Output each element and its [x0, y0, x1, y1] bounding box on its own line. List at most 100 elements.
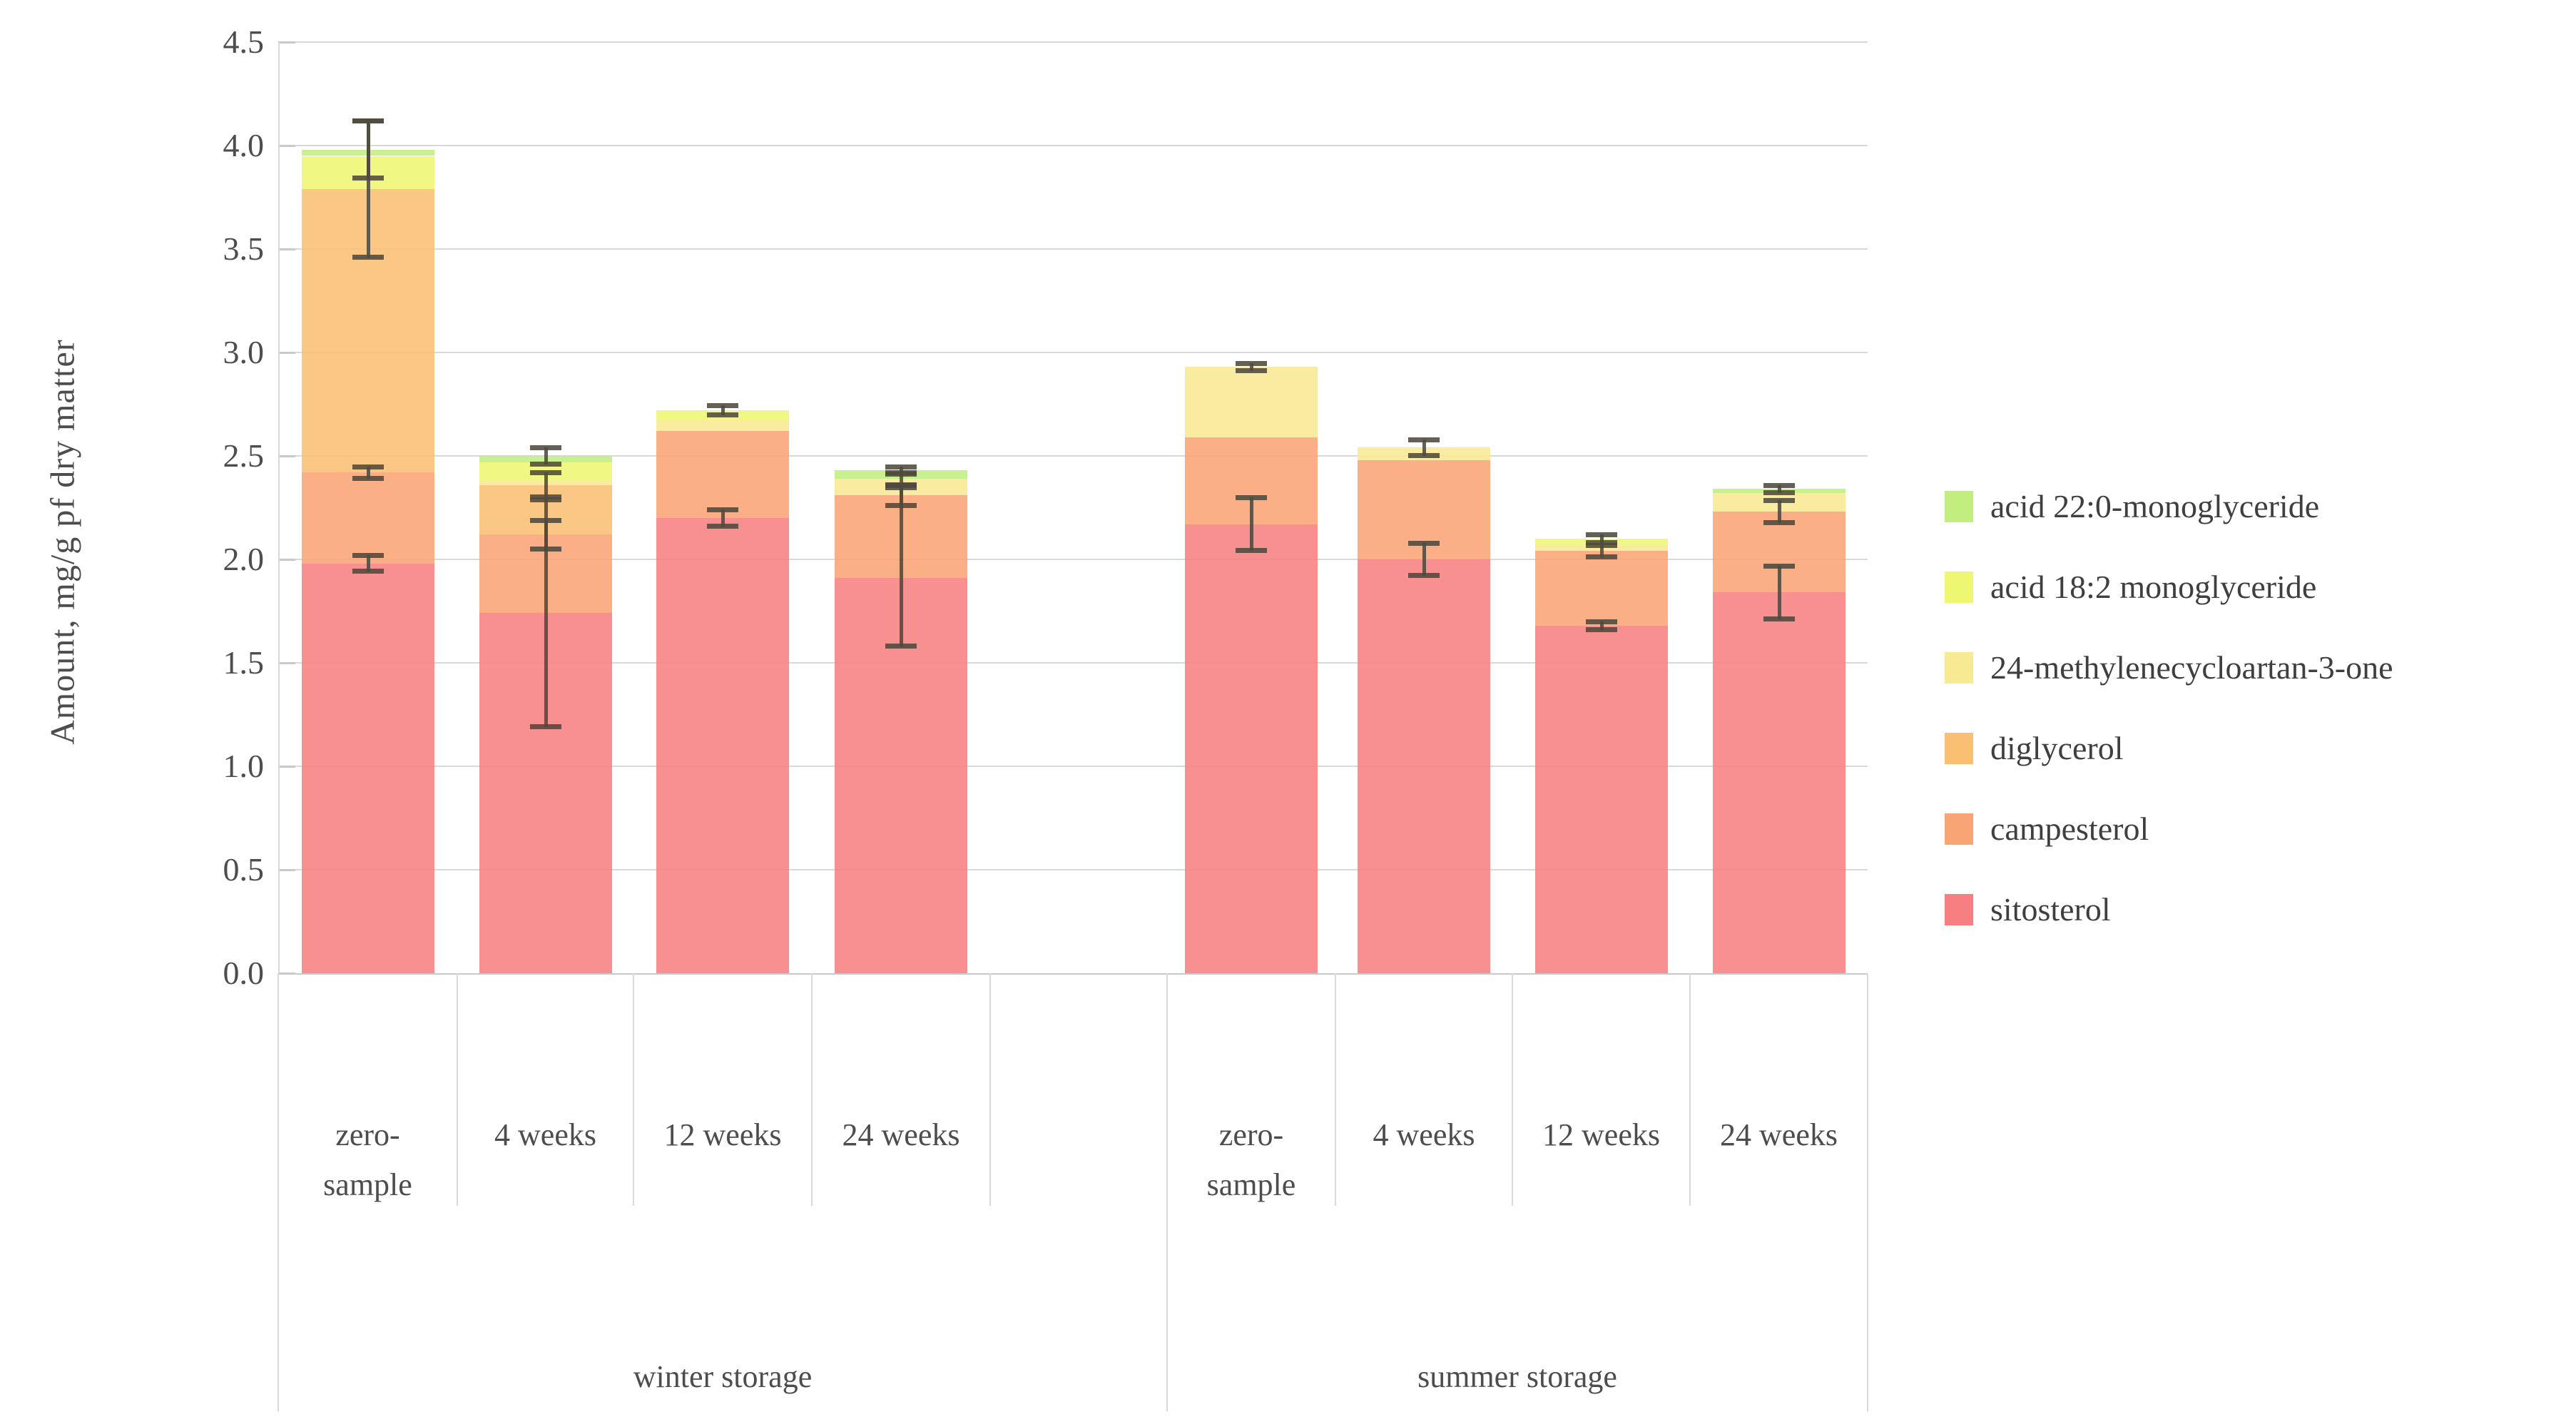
error-bar-cap — [707, 402, 738, 408]
gridline — [278, 145, 1868, 146]
y-tick-label: 2.0 — [223, 541, 265, 577]
error-bar-cap — [1585, 542, 1617, 548]
bar-segment-sitosterol — [301, 563, 434, 973]
legend-item: sitosterol — [1945, 888, 2576, 931]
legend-swatch-campesterol — [1945, 813, 1973, 845]
error-bar — [1777, 565, 1781, 620]
group-label: summer storage — [1417, 1359, 1617, 1394]
error-bar — [1422, 439, 1426, 456]
bar-segment-campesterol — [656, 431, 789, 518]
legend-label: diglycerol — [1990, 730, 2124, 766]
group-separator — [278, 973, 279, 1411]
y-axis-tick — [278, 869, 295, 871]
error-bar-cap — [1763, 490, 1795, 496]
legend-label: campesterol — [1990, 811, 2149, 847]
y-tick-label: 2.5 — [223, 437, 265, 474]
y-axis-tick — [278, 41, 295, 44]
category-separator — [1335, 973, 1336, 1206]
category-label: 12 weeks — [1542, 1117, 1660, 1152]
error-bar-cap — [1585, 554, 1617, 560]
error-bar — [366, 466, 370, 479]
error-bar-cap — [529, 723, 561, 729]
gridline — [278, 248, 1868, 250]
error-bar-cap — [529, 497, 561, 502]
error-bar — [900, 466, 903, 475]
error-bar-cap — [885, 643, 917, 649]
error-bar-cap — [1408, 453, 1440, 458]
error-bar — [366, 121, 370, 179]
error-bar — [900, 484, 903, 506]
error-bar — [544, 499, 548, 727]
y-tick-label: 3.0 — [223, 334, 265, 370]
category-label: 12 weeks — [663, 1117, 782, 1152]
category-separator — [1512, 973, 1513, 1206]
legend-label: acid 22:0-monoglyceride — [1990, 488, 2320, 524]
error-bar-cap — [885, 472, 917, 477]
error-bar-cap — [352, 176, 384, 181]
category-separator — [457, 973, 458, 1206]
gridline — [278, 559, 1868, 560]
error-bar — [900, 487, 903, 646]
error-bar — [1250, 362, 1253, 372]
error-bar-cap — [1408, 573, 1440, 579]
error-bar-cap — [1763, 520, 1795, 526]
error-bar-cap — [1585, 619, 1617, 624]
legend-swatch-acid-22-0-monoglyceride — [1945, 491, 1973, 522]
error-bar-cap — [885, 464, 917, 469]
error-bar-cap — [1763, 498, 1795, 504]
gridline — [278, 455, 1868, 457]
category-separator — [811, 973, 813, 1206]
legend-item: acid 22:0-monoglyceride — [1945, 485, 2576, 528]
y-tick-label: 0.5 — [223, 851, 265, 888]
y-axis-tick — [278, 766, 295, 768]
bar-segment-sitosterol — [1534, 625, 1668, 973]
error-bar — [900, 472, 903, 485]
error-bar-cap — [352, 569, 384, 574]
error-bar-cap — [1236, 495, 1267, 500]
gridline — [278, 352, 1868, 353]
error-bar-cap — [352, 475, 384, 481]
error-bar-cap — [529, 546, 561, 552]
error-bar — [721, 405, 725, 416]
category-separator — [633, 973, 634, 1206]
error-bar-cap — [707, 412, 738, 418]
y-axis-tick — [278, 455, 295, 457]
error-bar — [366, 555, 370, 572]
category-label: 24 weeks — [1720, 1117, 1838, 1152]
error-bar-cap — [1585, 539, 1617, 545]
error-bar — [1599, 621, 1604, 630]
error-bar-cap — [352, 553, 384, 559]
group-label: winter storage — [633, 1359, 813, 1394]
bar-segment-sitosterol — [656, 518, 789, 973]
category-label: zero- sample — [1206, 1117, 1296, 1202]
legend-label: 24-methylenecycloartan-3-one — [1990, 649, 2393, 686]
error-bar — [544, 472, 548, 497]
bar-segment-24-methylenecycloartan-3-one — [1185, 367, 1318, 437]
error-bar — [366, 121, 370, 258]
bar-segment-sitosterol — [1358, 559, 1490, 973]
error-bar — [544, 447, 548, 464]
error-bar — [1250, 497, 1253, 552]
error-bar-cap — [1585, 532, 1617, 538]
legend-swatch-sitosterol — [1945, 894, 1973, 925]
gridline — [278, 662, 1868, 664]
y-tick-label: 4.5 — [223, 24, 265, 60]
y-axis-tick — [278, 248, 295, 250]
category-label: 24 weeks — [842, 1117, 960, 1152]
gridline — [278, 41, 1868, 43]
error-bar-cap — [352, 254, 384, 260]
error-bar-cap — [707, 523, 738, 529]
error-bar — [544, 519, 548, 549]
group-separator — [1867, 973, 1868, 1411]
error-bar — [721, 509, 725, 527]
group-separator — [1166, 973, 1168, 1411]
legend-item: campesterol — [1945, 808, 2576, 850]
error-bar-cap — [529, 445, 561, 451]
legend-item: diglycerol — [1945, 727, 2576, 770]
error-bar-cap — [1236, 368, 1267, 374]
legend-item: acid 18:2 monoglyceride — [1945, 566, 2576, 609]
error-bar-cap — [529, 494, 561, 499]
error-bar — [1777, 484, 1781, 494]
legend-swatch-24-methylenecycloartan-3-one — [1945, 652, 1973, 684]
